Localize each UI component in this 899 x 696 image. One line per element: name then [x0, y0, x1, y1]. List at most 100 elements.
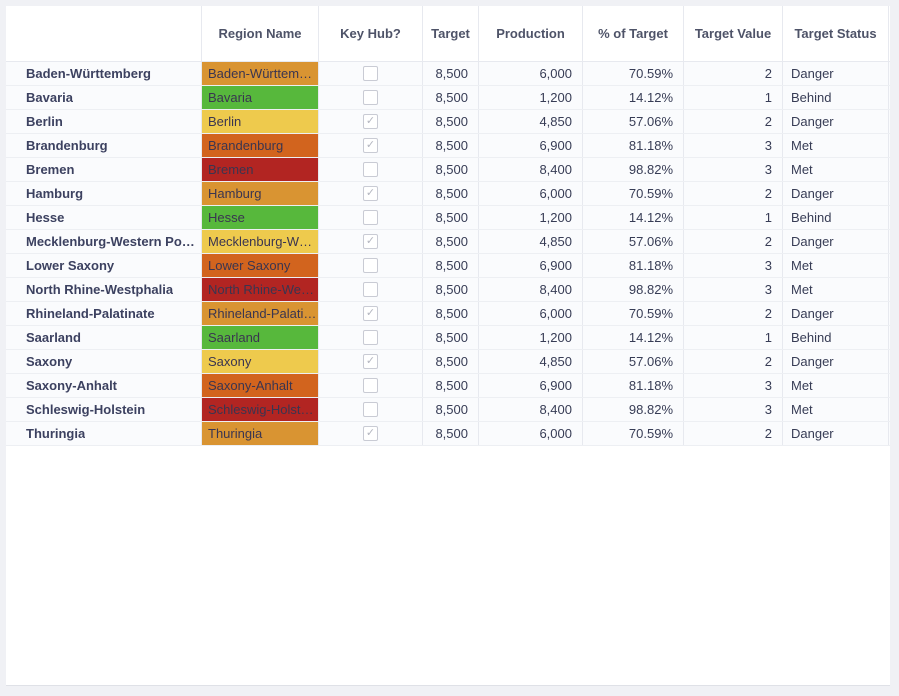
production-cell[interactable]: 4,850 — [479, 350, 583, 373]
key-hub-checkbox[interactable]: ✓ — [363, 378, 378, 393]
region-name-cell[interactable]: Mecklenburg-W… — [202, 230, 319, 253]
key-hub-checkbox[interactable]: ✓ — [363, 66, 378, 81]
target-value-cell[interactable]: 2 — [684, 302, 783, 325]
production-cell[interactable]: 8,400 — [479, 398, 583, 421]
production-cell[interactable]: 8,400 — [479, 278, 583, 301]
key-hub-checkbox[interactable]: ✓ — [363, 330, 378, 345]
key-hub-cell[interactable]: ✓ — [319, 278, 423, 301]
target-cell[interactable]: 8,500 — [423, 422, 479, 445]
target-value-cell[interactable]: 2 — [684, 230, 783, 253]
key-hub-checkbox[interactable]: ✓ — [363, 282, 378, 297]
column-header-target_status[interactable]: Target Status — [783, 6, 889, 61]
target-cell[interactable]: 8,500 — [423, 254, 479, 277]
key-hub-checkbox[interactable]: ✓ — [363, 402, 378, 417]
percent-of-target-cell[interactable]: 81.18% — [583, 374, 684, 397]
region-name-cell[interactable]: Saxony — [202, 350, 319, 373]
key-hub-cell[interactable]: ✓ — [319, 302, 423, 325]
target-value-cell[interactable]: 3 — [684, 254, 783, 277]
row-label-cell[interactable]: Bremen — [6, 158, 202, 181]
key-hub-cell[interactable]: ✓ — [319, 398, 423, 421]
target-status-cell[interactable]: Danger — [783, 302, 889, 325]
target-cell[interactable]: 8,500 — [423, 110, 479, 133]
region-name-cell[interactable]: Saxony-Anhalt — [202, 374, 319, 397]
percent-of-target-cell[interactable]: 14.12% — [583, 86, 684, 109]
target-cell[interactable]: 8,500 — [423, 206, 479, 229]
row-label-cell[interactable]: Saarland — [6, 326, 202, 349]
column-header-key_hub[interactable]: Key Hub? — [319, 6, 423, 61]
percent-of-target-cell[interactable]: 98.82% — [583, 398, 684, 421]
region-name-cell[interactable]: North Rhine-We… — [202, 278, 319, 301]
row-label-cell[interactable]: Schleswig-Holstein — [6, 398, 202, 421]
column-header-target[interactable]: Target — [423, 6, 479, 61]
column-header-production[interactable]: Production — [479, 6, 583, 61]
production-cell[interactable]: 6,000 — [479, 422, 583, 445]
target-status-cell[interactable]: Met — [783, 134, 889, 157]
percent-of-target-cell[interactable]: 14.12% — [583, 206, 684, 229]
column-header-row_label[interactable] — [6, 6, 202, 61]
percent-of-target-cell[interactable]: 57.06% — [583, 230, 684, 253]
percent-of-target-cell[interactable]: 70.59% — [583, 182, 684, 205]
key-hub-cell[interactable]: ✓ — [319, 254, 423, 277]
target-cell[interactable]: 8,500 — [423, 182, 479, 205]
target-value-cell[interactable]: 2 — [684, 350, 783, 373]
percent-of-target-cell[interactable]: 70.59% — [583, 62, 684, 85]
column-header-percent[interactable]: % of Target — [583, 6, 684, 61]
region-name-cell[interactable]: Bremen — [202, 158, 319, 181]
target-status-cell[interactable]: Danger — [783, 350, 889, 373]
production-cell[interactable]: 6,000 — [479, 182, 583, 205]
region-name-cell[interactable]: Bavaria — [202, 86, 319, 109]
percent-of-target-cell[interactable]: 81.18% — [583, 254, 684, 277]
target-value-cell[interactable]: 2 — [684, 422, 783, 445]
target-value-cell[interactable]: 3 — [684, 398, 783, 421]
key-hub-checkbox[interactable]: ✓ — [363, 426, 378, 441]
target-value-cell[interactable]: 3 — [684, 374, 783, 397]
target-value-cell[interactable]: 2 — [684, 182, 783, 205]
row-label-cell[interactable]: Rhineland-Palatinate — [6, 302, 202, 325]
target-value-cell[interactable]: 1 — [684, 326, 783, 349]
target-status-cell[interactable]: Danger — [783, 422, 889, 445]
target-cell[interactable]: 8,500 — [423, 374, 479, 397]
production-cell[interactable]: 1,200 — [479, 86, 583, 109]
target-status-cell[interactable]: Danger — [783, 182, 889, 205]
production-cell[interactable]: 6,000 — [479, 302, 583, 325]
key-hub-cell[interactable]: ✓ — [319, 422, 423, 445]
row-label-cell[interactable]: Bavaria — [6, 86, 202, 109]
target-value-cell[interactable]: 2 — [684, 62, 783, 85]
target-value-cell[interactable]: 1 — [684, 86, 783, 109]
region-name-cell[interactable]: Thuringia — [202, 422, 319, 445]
percent-of-target-cell[interactable]: 57.06% — [583, 110, 684, 133]
row-label-cell[interactable]: Baden-Württemberg — [6, 62, 202, 85]
target-cell[interactable]: 8,500 — [423, 350, 479, 373]
key-hub-cell[interactable]: ✓ — [319, 62, 423, 85]
key-hub-cell[interactable]: ✓ — [319, 326, 423, 349]
percent-of-target-cell[interactable]: 14.12% — [583, 326, 684, 349]
key-hub-cell[interactable]: ✓ — [319, 230, 423, 253]
percent-of-target-cell[interactable]: 70.59% — [583, 302, 684, 325]
target-cell[interactable]: 8,500 — [423, 230, 479, 253]
key-hub-checkbox[interactable]: ✓ — [363, 354, 378, 369]
production-cell[interactable]: 6,000 — [479, 62, 583, 85]
region-name-cell[interactable]: Hamburg — [202, 182, 319, 205]
row-label-cell[interactable]: Berlin — [6, 110, 202, 133]
target-cell[interactable]: 8,500 — [423, 326, 479, 349]
percent-of-target-cell[interactable]: 98.82% — [583, 278, 684, 301]
region-name-cell[interactable]: Schleswig-Holst… — [202, 398, 319, 421]
target-status-cell[interactable]: Met — [783, 254, 889, 277]
target-status-cell[interactable]: Met — [783, 398, 889, 421]
row-label-cell[interactable]: Lower Saxony — [6, 254, 202, 277]
target-status-cell[interactable]: Met — [783, 278, 889, 301]
production-cell[interactable]: 6,900 — [479, 134, 583, 157]
percent-of-target-cell[interactable]: 81.18% — [583, 134, 684, 157]
key-hub-cell[interactable]: ✓ — [319, 206, 423, 229]
target-status-cell[interactable]: Behind — [783, 206, 889, 229]
row-label-cell[interactable]: Mecklenburg-Western Po… — [6, 230, 202, 253]
production-cell[interactable]: 1,200 — [479, 206, 583, 229]
production-cell[interactable]: 6,900 — [479, 374, 583, 397]
key-hub-checkbox[interactable]: ✓ — [363, 114, 378, 129]
row-label-cell[interactable]: Saxony — [6, 350, 202, 373]
region-name-cell[interactable]: Rhineland-Palati… — [202, 302, 319, 325]
target-cell[interactable]: 8,500 — [423, 134, 479, 157]
target-value-cell[interactable]: 2 — [684, 110, 783, 133]
key-hub-checkbox[interactable]: ✓ — [363, 258, 378, 273]
target-status-cell[interactable]: Danger — [783, 62, 889, 85]
